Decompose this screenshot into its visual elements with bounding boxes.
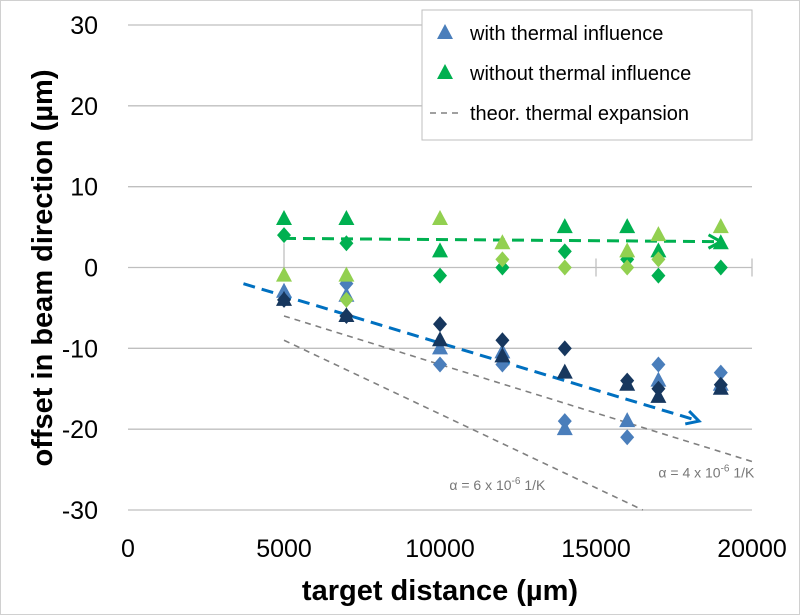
- x-axis-title: target distance (µm): [302, 575, 578, 607]
- triangle-point: [650, 242, 667, 258]
- triangle-point: [432, 242, 448, 258]
- y-tick-label: 30: [70, 12, 98, 40]
- y-tick-label: 0: [84, 255, 98, 283]
- diamond-point: [277, 227, 291, 244]
- trend-line: [283, 315, 753, 463]
- diamond-point: [339, 235, 354, 252]
- triangle-point: [650, 226, 667, 242]
- diamond-point: [557, 243, 572, 260]
- x-tick-label: 5000: [256, 535, 312, 563]
- diamond-point: [339, 308, 354, 324]
- legend-label: without thermal influence: [469, 63, 691, 85]
- diamond-point: [620, 429, 635, 446]
- triangle-point: [338, 210, 355, 225]
- triangle-point: [619, 242, 636, 258]
- triangle-point: [712, 218, 729, 234]
- y-tick-label: -10: [62, 335, 98, 363]
- diamond-point: [651, 380, 666, 397]
- triangle-point: [432, 210, 448, 225]
- triangle-point: [276, 282, 292, 298]
- diamond-point: [433, 356, 447, 373]
- triangle-point: [494, 347, 511, 363]
- diamond-point: [651, 356, 666, 373]
- diamond-point: [713, 364, 728, 381]
- triangle-point: [619, 412, 636, 428]
- y-tick-label: -30: [62, 497, 98, 525]
- triangle-point: [338, 266, 355, 282]
- diamond-point: [433, 267, 447, 284]
- legend-label: theor. thermal expansion: [470, 103, 689, 125]
- diamond-point: [713, 376, 728, 393]
- x-tick-label: 15000: [561, 535, 631, 563]
- y-tick-label: -20: [62, 416, 98, 444]
- trend-line: [283, 339, 644, 511]
- x-tick-label: 0: [121, 535, 135, 563]
- legend-marker: [437, 24, 453, 39]
- triangle-point: [432, 331, 448, 347]
- triangle-point: [432, 339, 448, 355]
- y-axis-title: offset in beam direction (µm): [27, 70, 59, 467]
- diamond-point: [651, 267, 666, 284]
- triangle-point: [619, 218, 636, 234]
- triangle-point: [712, 234, 729, 250]
- trend-arrowhead: [684, 410, 702, 426]
- diamond-point: [651, 251, 666, 268]
- diamond-point: [495, 251, 510, 268]
- diamond-point: [713, 259, 728, 276]
- x-tick-label: 20000: [717, 535, 787, 563]
- legend-marker: [437, 64, 453, 79]
- trend-line: [243, 282, 700, 423]
- diamond-point: [433, 316, 447, 333]
- diamond-point: [339, 291, 354, 308]
- diamond-point: [277, 291, 291, 308]
- annotation-label: α = 6 x 10-6 1/K: [449, 476, 546, 493]
- diamond-point: [620, 372, 635, 389]
- triangle-point: [276, 210, 292, 225]
- legend: with thermal influence without thermal in…: [421, 9, 753, 141]
- triangle-point: [556, 363, 573, 379]
- diamond-point: [557, 413, 572, 430]
- triangle-point: [494, 234, 511, 250]
- diamond-point: [620, 259, 635, 276]
- triangle-point: [276, 266, 292, 282]
- y-tick-label: 10: [70, 174, 98, 202]
- triangle-point: [650, 371, 667, 387]
- diamond-point: [495, 332, 510, 349]
- diamond-point: [557, 259, 572, 276]
- triangle-point: [556, 218, 573, 234]
- y-tick-label: 20: [70, 93, 98, 121]
- legend-label: with thermal influence: [469, 23, 663, 45]
- diamond-point: [495, 259, 510, 276]
- x-tick-label: 10000: [405, 535, 475, 563]
- annotation-label: α = 4 x 10-6 1/K: [658, 464, 755, 481]
- diamond-point: [557, 340, 572, 357]
